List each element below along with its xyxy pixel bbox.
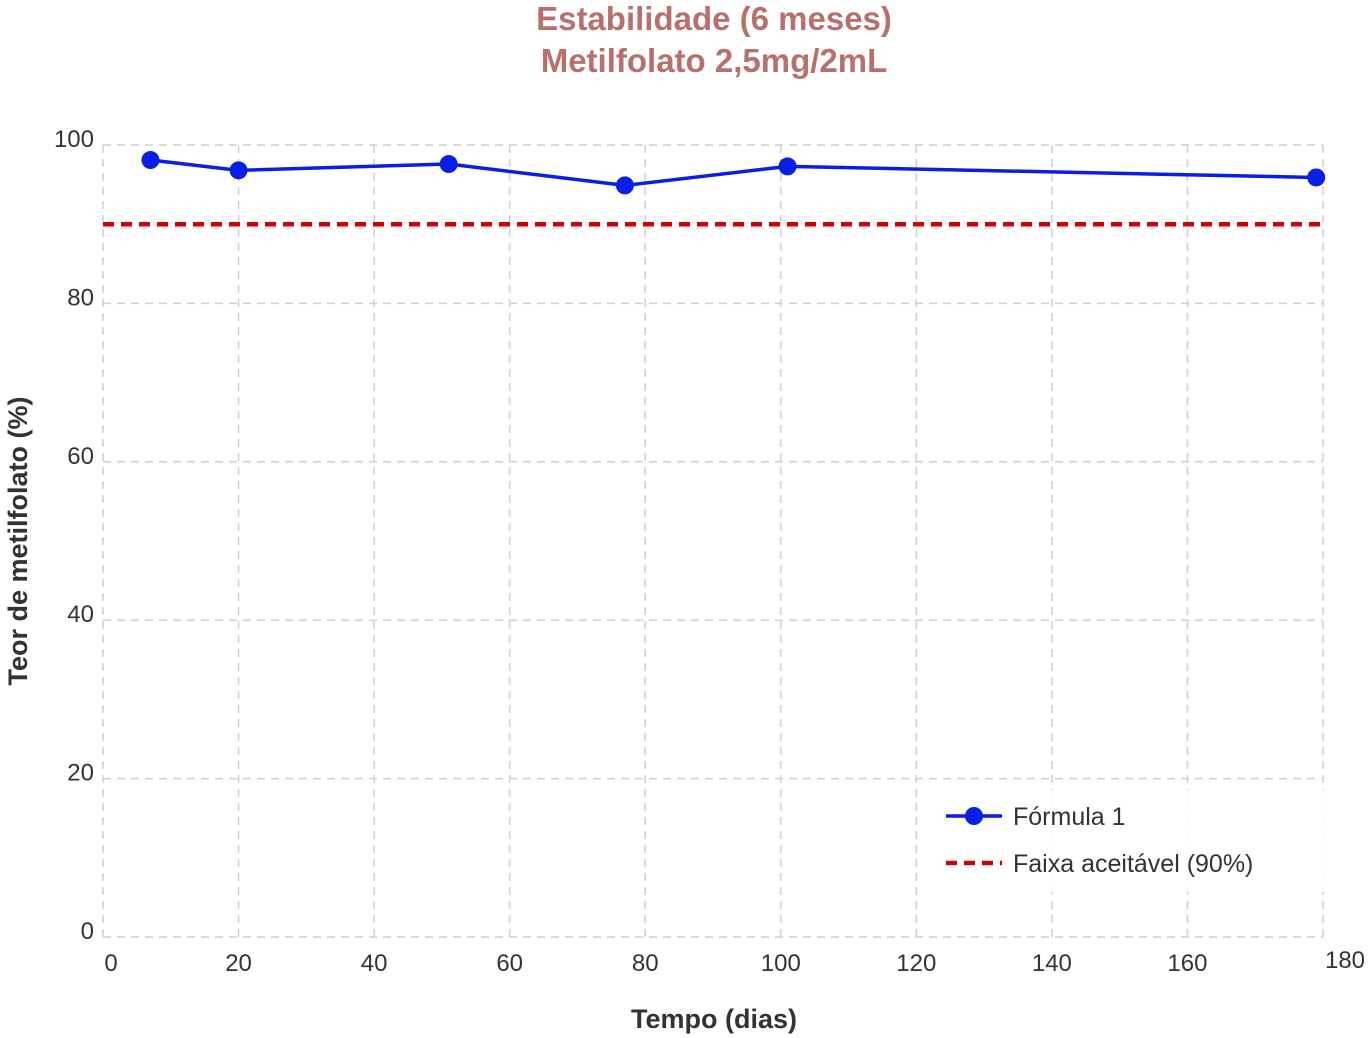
chart-title: Estabilidade (6 meses) (536, 0, 892, 37)
data-point (229, 161, 248, 180)
x-tick-label: 80 (632, 950, 659, 977)
data-point (1307, 168, 1326, 187)
y-tick-label: 60 (67, 443, 94, 470)
legend: Fórmula 1 Faixa aceitável (90%) (932, 790, 1324, 892)
y-tick-label: 0 (81, 918, 94, 945)
x-tick-label: 180 (1325, 947, 1365, 974)
y-tick-label: 100 (54, 126, 94, 153)
x-ticks: 0 20 40 60 80 100 120 140 160 180 (104, 947, 1365, 977)
x-axis-label: Tempo (dias) (631, 1004, 797, 1034)
chart-subtitle: Metilfolato 2,5mg/2mL (541, 42, 888, 79)
y-tick-label: 40 (67, 601, 94, 628)
y-ticks: 0 20 40 60 80 100 (54, 126, 94, 945)
x-tick-label: 140 (1032, 950, 1072, 977)
x-tick-label: 40 (361, 950, 388, 977)
x-tick-label: 160 (1167, 950, 1207, 977)
x-tick-label: 60 (496, 950, 523, 977)
grid (102, 144, 1324, 938)
legend-label-series: Fórmula 1 (1013, 803, 1126, 831)
series-line (150, 158, 1317, 188)
y-axis-label: Teor de metilfolato (%) (3, 396, 33, 685)
legend-background (932, 790, 1324, 892)
data-point (778, 157, 797, 176)
legend-label-reference: Faixa aceitável (90%) (1013, 850, 1253, 878)
x-tick-label: 0 (104, 950, 117, 977)
data-point (615, 176, 634, 195)
data-point (141, 151, 160, 170)
series-layer (141, 151, 1326, 195)
legend-marker-series (965, 807, 983, 825)
x-tick-label: 20 (225, 950, 252, 977)
data-point (439, 155, 458, 174)
y-tick-label: 80 (67, 284, 94, 311)
x-tick-label: 100 (761, 950, 801, 977)
y-tick-label: 20 (67, 760, 94, 787)
x-tick-label: 120 (896, 950, 936, 977)
